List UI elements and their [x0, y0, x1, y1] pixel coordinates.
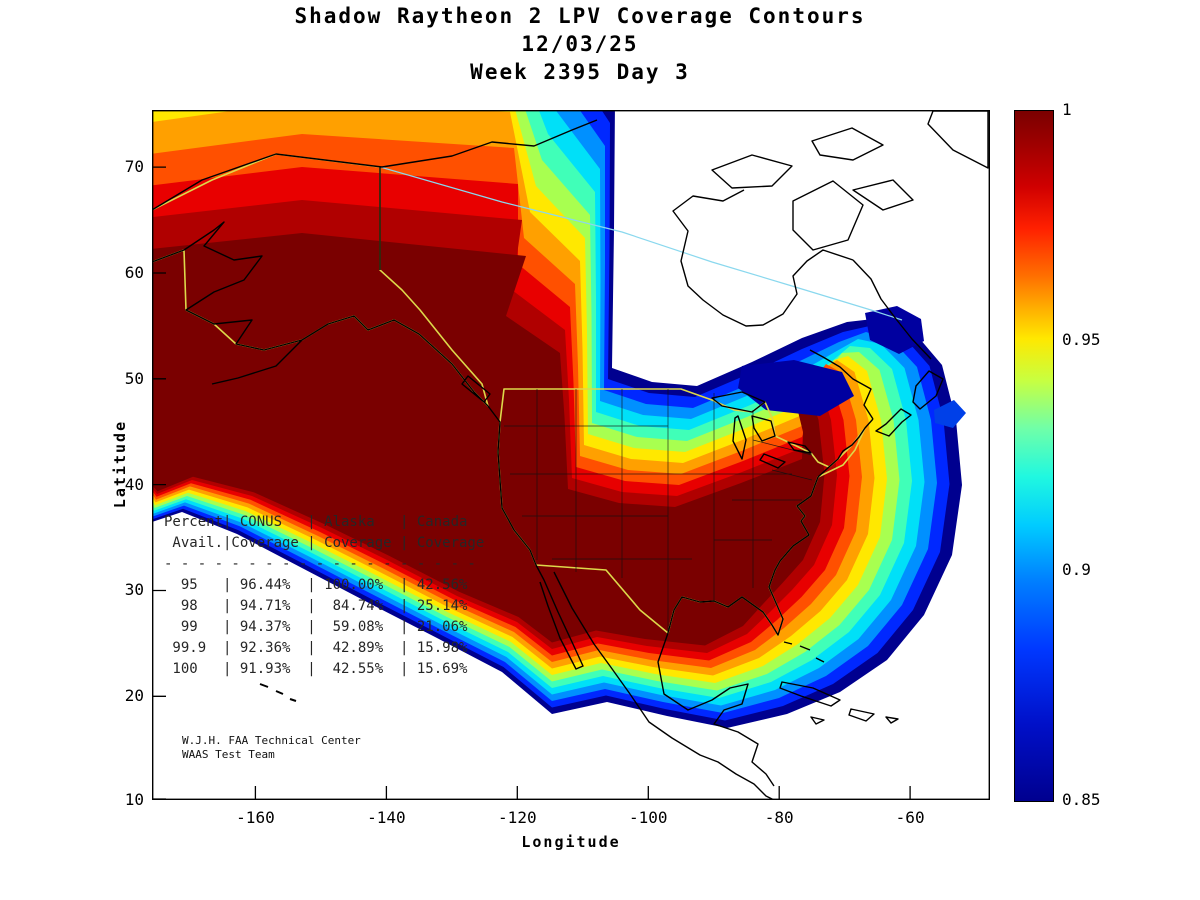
- colorbar-tick-label: 0.9: [1062, 560, 1091, 580]
- map-plot-area: Percent| CONUS | Alaska | Canada Avail.|…: [152, 110, 990, 800]
- y-tick-label: 70: [124, 157, 144, 177]
- figure-title: Shadow Raytheon 2 LPV Coverage Contours: [294, 4, 866, 28]
- y-tick-label: 40: [124, 474, 144, 494]
- x-tick-label: -100: [628, 808, 668, 827]
- colorbar-tick-label: 1: [1062, 100, 1072, 119]
- x-tick-label: -160: [236, 808, 275, 827]
- credit-line-2: WAAS Test Team: [182, 748, 275, 761]
- x-tick-label: -60: [895, 808, 925, 827]
- colorbar: [1014, 110, 1054, 802]
- credit-text: W.J.H. FAA Technical Center WAAS Test Te…: [182, 734, 361, 762]
- x-tick-label: -80: [764, 808, 794, 827]
- x-axis-title: Longitude: [521, 833, 621, 851]
- y-axis-title: Latitude: [111, 419, 129, 509]
- figure-date: 12/03/25: [521, 32, 639, 56]
- credit-line-1: W.J.H. FAA Technical Center: [182, 734, 361, 747]
- y-tick-label: 30: [124, 580, 144, 600]
- y-tick-label: 20: [124, 686, 144, 706]
- figure-title-block: Shadow Raytheon 2 LPV Coverage Contours …: [0, 2, 1160, 86]
- figure-week-day: Week 2395 Day 3: [470, 60, 690, 84]
- y-tick-label: 10: [124, 790, 144, 809]
- coverage-table: Percent| CONUS | Alaska | Canada Avail.|…: [164, 514, 485, 677]
- x-tick-label: -140: [367, 808, 406, 827]
- y-tick-label: 50: [124, 368, 144, 388]
- colorbar-tick-label: 0.85: [1062, 790, 1101, 809]
- y-tick-label: 60: [124, 262, 144, 282]
- coverage-contour-map: [152, 110, 990, 800]
- x-tick-label: -120: [498, 808, 537, 827]
- colorbar-tick-label: 0.95: [1062, 329, 1101, 349]
